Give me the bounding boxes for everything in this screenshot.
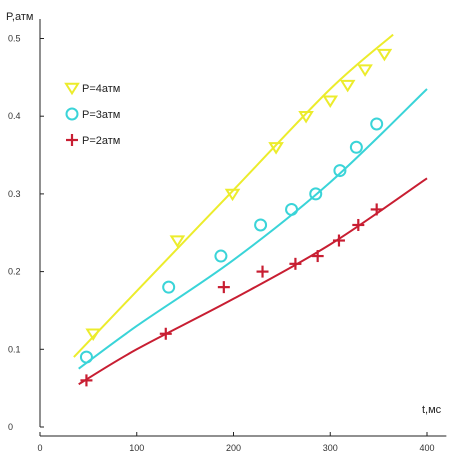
data-point [332, 234, 345, 247]
data-point [285, 202, 299, 216]
legend-marker [65, 107, 79, 121]
legend-marker [66, 134, 78, 146]
fit-line-series-1 [73, 33, 394, 358]
data-point [268, 142, 284, 155]
x-tick-label: 200 [226, 443, 241, 453]
data-point [333, 164, 347, 178]
x-tick-label: 300 [323, 443, 338, 453]
data-point [85, 328, 102, 342]
fit-line-series-2 [78, 88, 428, 370]
legend-label: P=4атм [82, 83, 120, 95]
data-point [254, 218, 268, 232]
legend-marker [64, 82, 80, 96]
data-point [224, 188, 241, 202]
data-point [370, 203, 383, 216]
y-tick-label: 0.5 [8, 34, 21, 44]
data-point [349, 140, 363, 154]
fit-line-series-3 [78, 177, 428, 386]
data-point [289, 257, 302, 270]
data-point [80, 374, 93, 387]
data-point [352, 218, 365, 231]
data-point [256, 265, 269, 278]
axes [39, 18, 447, 437]
data-point [357, 64, 373, 77]
y-axis-label: P,атм [6, 11, 33, 23]
legend-item: P=3атм [65, 107, 120, 121]
data-point [376, 48, 393, 62]
x-axis-label: t,мс [422, 404, 442, 416]
ticks: 0 100 200 300 400 0 0.1 0.2 0.3 0.4 0.5 [8, 34, 435, 454]
x-tick-label: 400 [419, 443, 434, 453]
data-point [309, 187, 323, 201]
data-point [159, 327, 172, 340]
x-tick-label: 100 [129, 443, 144, 453]
data-point [79, 350, 93, 364]
data-point [162, 280, 176, 294]
legend-label: P=3атм [82, 109, 120, 121]
y-tick-label: 0.2 [8, 267, 21, 277]
y-tick-label: 0 [8, 422, 13, 432]
legend-item: P=2атм [66, 134, 120, 147]
data-point [322, 95, 339, 108]
legend: P=4атм P=3атм P=2атм [64, 82, 120, 147]
data-point [214, 249, 228, 263]
data-point [217, 281, 230, 294]
y-tick-label: 0.1 [8, 344, 21, 354]
data-point [298, 111, 314, 124]
data-point [370, 117, 384, 131]
y-tick-label: 0.4 [8, 111, 21, 121]
legend-item: P=4атм [64, 82, 120, 96]
data-markers [79, 48, 393, 387]
data-point [339, 79, 356, 93]
x-tick-label: 0 [37, 443, 42, 453]
y-tick-label: 0.3 [8, 189, 21, 199]
data-point [311, 250, 324, 263]
data-point [169, 235, 186, 248]
legend-label: P=2атм [82, 135, 120, 147]
